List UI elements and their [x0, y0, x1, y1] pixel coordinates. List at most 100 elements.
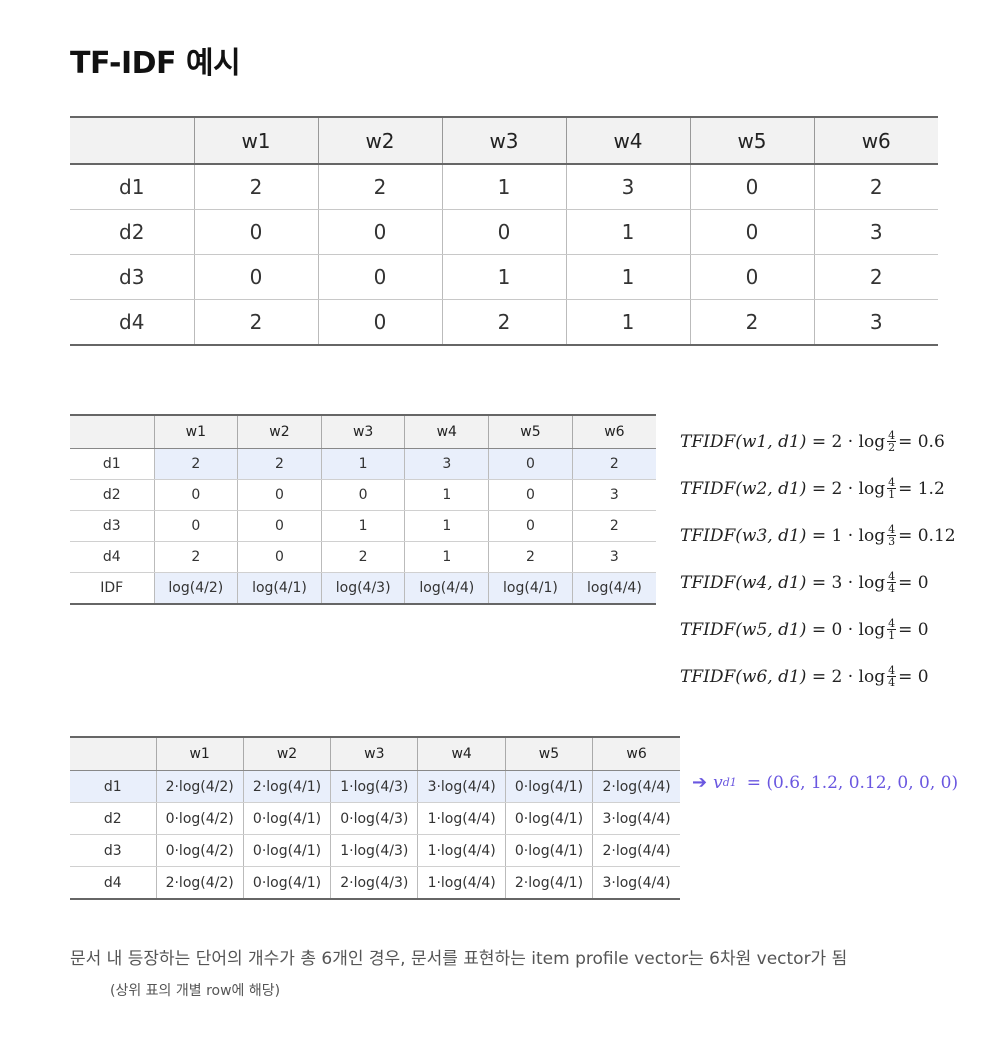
table-cell: 0·log(4/1): [504, 770, 593, 803]
table-cell: 2·log(4/1): [242, 770, 331, 803]
table-cell: 1·log(4/4): [417, 834, 506, 867]
table-cell: 0: [320, 479, 405, 511]
table-cell: 0·log(4/2): [155, 802, 244, 835]
column-header: w2: [242, 736, 331, 771]
table-cell: 2·log(4/1): [504, 866, 593, 900]
dot-operator: · log: [842, 478, 886, 499]
table-cell: 0: [317, 254, 442, 300]
tfidf-formula: TFIDF(w4, d1) = 3 · log 4 4 = 0: [680, 559, 956, 606]
table-row: d1 2·log(4/2) 2·log(4/1) 1·log(4/3) 3·log(4/…: [70, 770, 680, 803]
column-header: [70, 116, 194, 165]
table-cell: 2: [813, 164, 938, 210]
tfidf-formula: TFIDF(w1, d1) = 2 · log 4 2 = 0.6: [680, 418, 956, 465]
table-cell: 0·log(4/1): [242, 802, 331, 835]
row-label: d2: [70, 209, 194, 255]
table-cell: 1: [565, 299, 690, 346]
table-row: d1 2 2 1 3 0 2: [70, 448, 656, 480]
column-header: w3: [330, 736, 418, 771]
explanation-subnote: (상위 표의 개별 row에 해당): [110, 983, 281, 999]
row-label: d3: [70, 834, 156, 867]
table-row: d2 0·log(4/2) 0·log(4/1) 0·log(4/3) 1·log(4/…: [70, 802, 680, 835]
equals-sign: =: [898, 525, 918, 546]
equals-sign: =: [806, 478, 832, 499]
column-header: w4: [417, 736, 506, 771]
column-header: [70, 736, 156, 771]
table-row: d3 0 0 1 1 0 2: [70, 254, 938, 300]
table-row: d4 2·log(4/2) 0·log(4/1) 2·log(4/3) 1·log(4/…: [70, 866, 680, 900]
table-cell: 0·log(4/1): [242, 834, 331, 867]
term-frequency-table: w1 w2 w3 w4 w5 w6 d1 2 2 1 3 0 2 d2 0 0 0 1 0 3 d3 0 0 1 1 0 2 d4 2…: [70, 116, 938, 346]
row-label: d4: [70, 299, 194, 346]
fraction-denominator: 2: [888, 441, 896, 454]
table-cell: log(4/4): [571, 572, 656, 605]
formula-coef: 2: [831, 666, 843, 687]
dot-operator: · log: [842, 619, 886, 640]
table-cell: 1·log(4/3): [330, 834, 418, 867]
dot-operator: · log: [842, 431, 886, 452]
table-cell: 2·log(4/4): [592, 834, 680, 867]
table-cell: 1: [441, 164, 566, 210]
column-header: w4: [565, 116, 690, 165]
table-cell: 0: [237, 510, 322, 542]
table-cell: 2·log(4/4): [592, 770, 680, 803]
table-cell: 2: [193, 164, 318, 210]
equals-sign: =: [898, 478, 918, 499]
column-header: w3: [320, 414, 405, 449]
tfidf-expression-table: w1 w2 w3 w4 w5 w6 d1 2·log(4/2) 2·log(4/1) 1·log…: [70, 736, 680, 900]
tfidf-formula: TFIDF(w3, d1) = 1 · log 4 3 = 0.12: [680, 512, 956, 559]
table-cell: 1: [404, 510, 489, 542]
equals-sign: =: [806, 666, 832, 687]
dot-operator: · log: [842, 666, 886, 687]
column-header: w5: [504, 736, 593, 771]
table-cell: 2: [689, 299, 814, 346]
table-cell: log(4/3): [320, 572, 405, 605]
formula-result: 0: [917, 619, 929, 640]
tfidf-formula: TFIDF(w5, d1) = 0 · log 4 1 = 0: [680, 606, 956, 653]
table-cell: 3·log(4/4): [417, 770, 506, 803]
formula-coef: 0: [831, 619, 843, 640]
table-row: IDF log(4/2) log(4/1) log(4/3) log(4/4) log(4…: [70, 572, 656, 605]
fraction-denominator: 1: [888, 488, 896, 501]
fraction-denominator: 4: [888, 582, 896, 595]
table-cell: 1·log(4/3): [330, 770, 418, 803]
table-cell: 2: [153, 448, 238, 480]
equals-sign: =: [898, 666, 918, 687]
tfidf-formula: TFIDF(w2, d1) = 2 · log 4 1 = 1.2: [680, 465, 956, 512]
arrow-right-icon: ➔: [692, 772, 708, 793]
table-cell: 0·log(4/1): [504, 802, 593, 835]
row-label: d2: [70, 479, 154, 511]
table-row: d2 0 0 0 1 0 3: [70, 479, 656, 511]
table-cell: 3: [571, 479, 656, 511]
table-cell: 0: [317, 209, 442, 255]
column-header: w1: [155, 736, 244, 771]
table-cell: 0: [153, 479, 238, 511]
table-cell: 2: [571, 510, 656, 542]
formula-lhs: TFIDF(w3, d1): [680, 525, 807, 546]
table-cell: 0·log(4/2): [155, 834, 244, 867]
dot-operator: · log: [842, 525, 886, 546]
table-cell: 3·log(4/4): [592, 802, 680, 835]
table-cell: 2: [317, 164, 442, 210]
formula-coef: 2: [831, 478, 843, 499]
table-cell: 0: [237, 479, 322, 511]
formula-result: 0.12: [917, 525, 956, 546]
column-header: w5: [689, 116, 814, 165]
table-cell: 2·log(4/3): [330, 866, 418, 900]
tfidf-formula: TFIDF(w6, d1) = 2 · log 4 4 = 0: [680, 653, 956, 700]
formula-lhs: TFIDF(w6, d1): [680, 666, 807, 687]
table-cell: 3: [404, 448, 489, 480]
row-label: d1: [70, 164, 194, 210]
table-header-row: w1 w2 w3 w4 w5 w6: [70, 414, 656, 449]
table-cell: 2: [488, 541, 573, 573]
column-header: w5: [488, 414, 573, 449]
tf-idf-table: w1 w2 w3 w4 w5 w6 d1 2 2 1 3 0 2 d2 0 0 0 1 0 3 d3 0 0 1 1 0 2 d4 2…: [70, 414, 656, 605]
equals-sign: =: [806, 619, 832, 640]
formula-lhs: TFIDF(w5, d1): [680, 619, 807, 640]
row-label: d4: [70, 866, 156, 900]
table-cell: 1: [404, 541, 489, 573]
